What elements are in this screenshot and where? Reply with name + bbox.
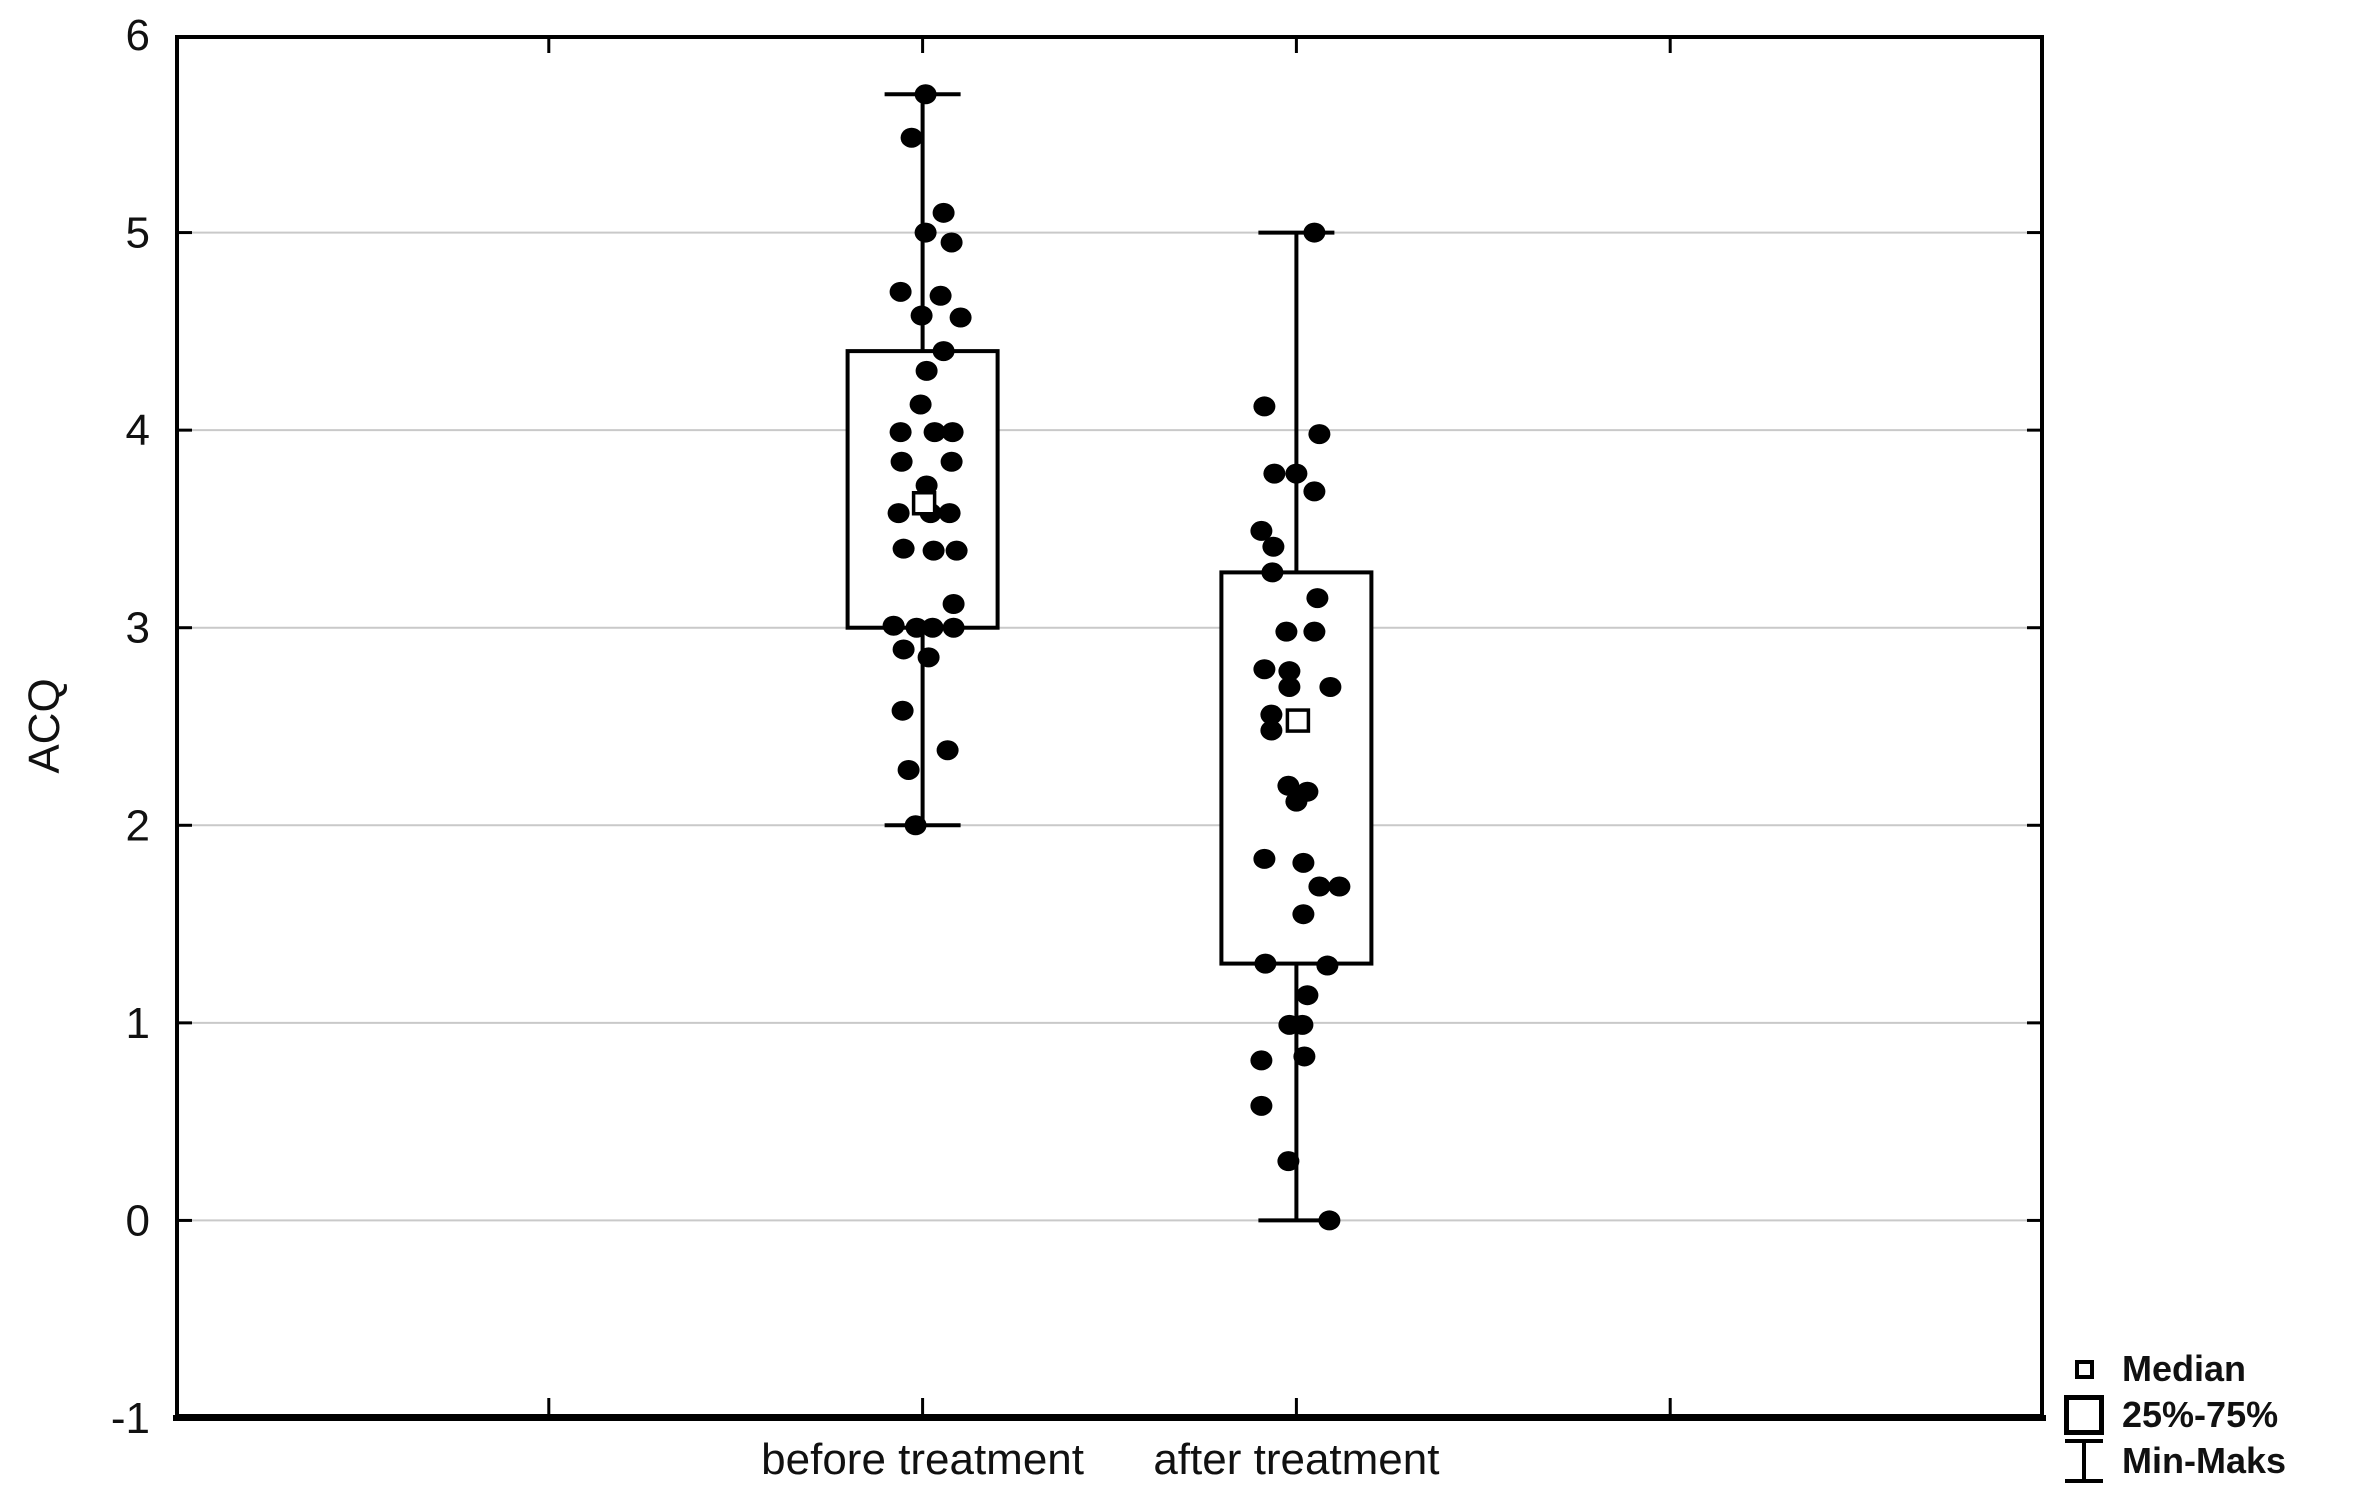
x-category-label: after treatment [1153, 1435, 1439, 1484]
data-point [940, 232, 963, 253]
legend-label-median: Median [2122, 1348, 2247, 1389]
data-point [1328, 876, 1351, 897]
median-square-icon [2058, 1359, 2110, 1379]
data-point [891, 700, 914, 721]
y-tick-label: 2 [126, 801, 150, 850]
data-point [1319, 676, 1342, 697]
data-point [1263, 463, 1286, 484]
data-point [1303, 222, 1326, 243]
y-axis-title: ACQ [20, 678, 69, 774]
data-point [915, 475, 938, 496]
data-point [904, 815, 927, 836]
data-point [917, 647, 940, 668]
data-point [1293, 1046, 1316, 1067]
data-point [892, 538, 915, 559]
data-point [1303, 481, 1326, 502]
data-point [1292, 904, 1315, 925]
data-point [1275, 621, 1298, 642]
y-tick-label: 0 [126, 1196, 150, 1245]
data-point [1254, 953, 1277, 974]
data-point [936, 740, 959, 761]
data-point [892, 639, 915, 660]
data-point [882, 615, 905, 636]
legend: Median 25%-75% Min-Maks [2058, 1346, 2286, 1484]
data-point [942, 594, 965, 615]
y-tick-label: 3 [126, 604, 150, 653]
data-point [890, 451, 913, 472]
data-point [910, 305, 933, 326]
box-square-icon [2058, 1395, 2110, 1435]
y-tick-label: 1 [126, 999, 150, 1048]
data-point [945, 540, 968, 561]
legend-label-25-75: 25%-75% [2122, 1394, 2279, 1435]
data-point [940, 451, 963, 472]
data-point [1260, 704, 1283, 725]
median-marker [1285, 708, 1311, 733]
data-point [1296, 985, 1319, 1006]
data-point [1253, 659, 1276, 680]
data-point [929, 285, 952, 306]
data-point [914, 222, 937, 243]
data-point [1250, 1095, 1273, 1116]
data-point [1292, 852, 1315, 873]
y-tick-label: 6 [126, 11, 150, 60]
data-point [1316, 955, 1339, 976]
data-point [922, 540, 945, 561]
data-point [942, 617, 965, 638]
data-point [949, 307, 972, 328]
data-point [1285, 791, 1308, 812]
data-point [1291, 1014, 1314, 1035]
data-point [1250, 520, 1273, 541]
data-point [1277, 1151, 1300, 1172]
data-point [900, 127, 923, 148]
data-point [1308, 876, 1331, 897]
data-point [1278, 676, 1301, 697]
data-point [938, 503, 961, 524]
y-tick-label: 5 [126, 209, 150, 258]
data-point [941, 422, 964, 443]
data-point [1261, 562, 1284, 583]
data-point [1278, 661, 1301, 682]
legend-row-box: 25%-75% [2058, 1392, 2286, 1438]
data-point [887, 503, 910, 524]
median-marker [911, 490, 937, 516]
data-point [909, 394, 932, 415]
data-point [1285, 463, 1308, 484]
data-point [1318, 1210, 1341, 1231]
data-point [1250, 1050, 1273, 1071]
whisker-icon [2058, 1437, 2110, 1485]
legend-row-minmax: Min-Maks [2058, 1438, 2286, 1484]
data-point [921, 617, 944, 638]
data-point [1306, 588, 1329, 609]
y-tick-label: -1 [111, 1394, 150, 1443]
y-tick-label: 4 [126, 406, 150, 455]
data-point [889, 422, 912, 443]
legend-label-min-maks: Min-Maks [2122, 1440, 2287, 1481]
data-point [923, 422, 946, 443]
data-point [1253, 396, 1276, 417]
legend-row-median: Median [2058, 1346, 2286, 1392]
data-point [1260, 720, 1283, 741]
data-point [932, 202, 955, 223]
data-point [1303, 621, 1326, 642]
data-point [1253, 848, 1276, 869]
data-point [905, 617, 928, 638]
iqr-box [1219, 570, 1374, 966]
data-point [897, 759, 920, 780]
plot-frame [175, 35, 2044, 1418]
data-point [915, 360, 938, 381]
data-point [1308, 424, 1331, 445]
data-point [889, 281, 912, 302]
x-category-label: before treatment [761, 1435, 1084, 1484]
data-point [932, 341, 955, 362]
data-point [1262, 536, 1285, 557]
data-point [1277, 775, 1300, 796]
data-point [914, 84, 937, 105]
